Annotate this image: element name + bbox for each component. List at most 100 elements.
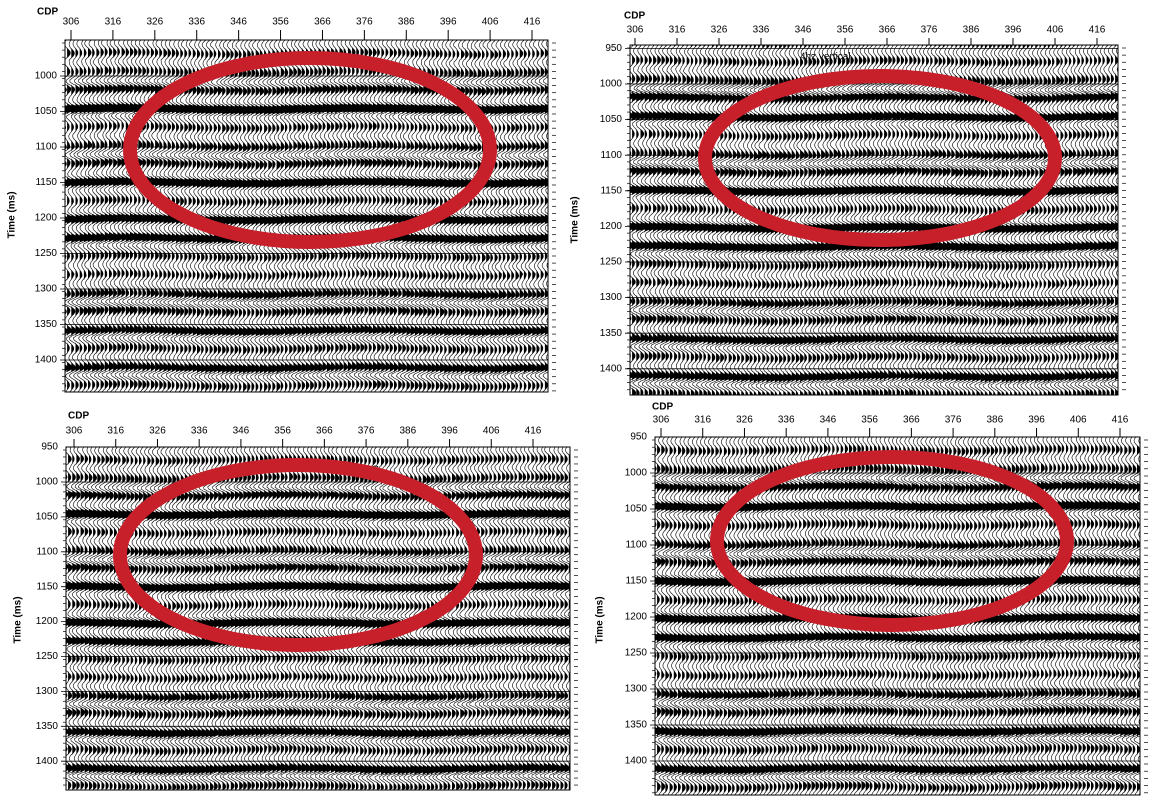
trace — [644, 45, 661, 395]
trace — [76, 40, 92, 392]
trace-fill — [539, 447, 547, 790]
trace-fill — [314, 447, 322, 790]
trace-fill — [762, 45, 770, 395]
trace-fill — [1045, 437, 1053, 795]
plot-frame — [65, 446, 571, 791]
y-tick-label: 1100 — [36, 546, 58, 557]
trace — [846, 45, 863, 395]
trace — [1023, 45, 1039, 395]
trace-fill — [669, 437, 678, 795]
trace-fill — [782, 437, 790, 795]
trace-fill — [213, 40, 223, 392]
trace-fill — [205, 447, 214, 790]
x-tick-label: 396 — [1028, 415, 1045, 426]
trace-fill — [556, 447, 565, 790]
trace — [787, 45, 805, 395]
trace-fill — [318, 40, 327, 392]
y-tick-label: 1050 — [625, 504, 648, 515]
trace — [687, 45, 703, 395]
plot-frame — [654, 436, 1141, 796]
highlight-ellipse — [113, 458, 483, 652]
trace-fill — [1082, 437, 1090, 795]
trace-fill — [293, 447, 302, 790]
y-tick-label: 1300 — [35, 284, 58, 295]
trace-fill — [1007, 437, 1016, 795]
trace — [310, 40, 328, 392]
trace-fill — [498, 40, 507, 392]
trace-fill — [690, 45, 699, 395]
trace-fill — [447, 447, 456, 790]
trace — [1036, 45, 1052, 395]
trace-fill — [243, 40, 252, 392]
trace — [938, 45, 955, 395]
trace — [753, 437, 770, 795]
trace — [934, 45, 951, 395]
trace-fill — [1047, 45, 1056, 395]
trace-fill — [661, 437, 669, 795]
trace — [715, 437, 732, 795]
x-tick-label: 326 — [149, 426, 166, 437]
y-tick-label: 1250 — [600, 257, 623, 268]
trace — [1103, 45, 1118, 395]
trace-fill — [297, 447, 306, 790]
trace-fill — [875, 45, 883, 395]
trace-fill — [909, 45, 918, 395]
trace-fill — [1137, 437, 1140, 795]
trace-fill — [493, 447, 501, 790]
trace — [711, 45, 729, 395]
trace — [892, 45, 909, 395]
x-axis-label: CDP — [652, 402, 673, 413]
plot-frame — [629, 44, 1119, 396]
trace — [1124, 437, 1140, 795]
trace-fill — [398, 40, 407, 392]
y-tick-label: 1000 — [600, 79, 623, 90]
trace — [968, 45, 985, 395]
trace-fill — [197, 40, 206, 392]
trace-fill — [665, 437, 674, 795]
trace — [495, 40, 512, 392]
trace-fill — [401, 447, 410, 790]
trace-fill — [748, 437, 757, 795]
trace — [65, 40, 80, 392]
trace — [703, 45, 721, 395]
trace-fill — [143, 447, 152, 790]
trace-fill — [255, 447, 264, 790]
trace-fill — [940, 437, 949, 795]
y-tick-label: 1250 — [625, 648, 648, 659]
trace-fill — [980, 45, 989, 395]
highlight-ellipse — [710, 450, 1074, 632]
y-tick-label: 1200 — [36, 616, 59, 627]
trace-fill — [347, 447, 356, 790]
trace-fill — [201, 40, 210, 392]
trace — [761, 437, 778, 795]
x-tick-label: 406 — [482, 17, 499, 28]
trace — [841, 45, 859, 395]
trace-fill — [222, 40, 232, 392]
trace-fill — [1015, 437, 1024, 795]
trace-fill — [749, 45, 757, 395]
x-tick-label: 416 — [1112, 415, 1129, 426]
trace-fill — [928, 437, 937, 795]
trace-fill — [1024, 437, 1033, 795]
trace — [297, 40, 315, 392]
trace-fill — [431, 447, 439, 790]
trace-fill — [80, 447, 89, 790]
trace — [512, 40, 529, 392]
trace-fill — [440, 40, 448, 392]
trace-fill — [528, 40, 537, 392]
x-tick-label: 356 — [272, 17, 289, 28]
trace — [987, 437, 1004, 795]
trace-fill — [1066, 437, 1074, 795]
trace — [769, 437, 787, 795]
trace — [67, 40, 84, 392]
trace-fill — [1099, 437, 1107, 795]
trace — [335, 40, 353, 392]
trace — [925, 45, 943, 395]
trace-fill — [766, 45, 774, 395]
trace-fill — [995, 437, 1003, 795]
trace-fill — [134, 447, 143, 790]
y-tick-label: 1350 — [36, 721, 59, 732]
trace-fill — [210, 447, 218, 790]
